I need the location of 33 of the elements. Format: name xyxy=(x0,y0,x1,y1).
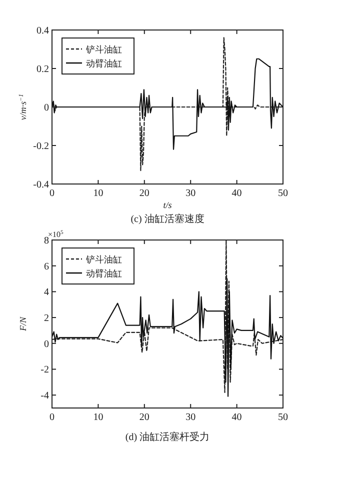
x-tick-label: 10 xyxy=(93,412,104,423)
x-tick-label: 40 xyxy=(232,412,242,423)
legend-label: 铲斗油缸 xyxy=(85,44,122,54)
y-tick-label: 4 xyxy=(44,287,49,298)
text: (c) 油缸活塞速度 xyxy=(130,213,204,225)
y-axis-title: F/N xyxy=(18,316,28,332)
y-tick-label: 0 xyxy=(44,102,49,114)
y-tick-label: -2 xyxy=(40,364,49,376)
y-tick-label: -4 xyxy=(40,390,49,402)
x-tick-label: 40 xyxy=(232,188,242,199)
x-tick-label: 30 xyxy=(186,412,196,423)
y-tick-label: 0.2 xyxy=(36,64,49,75)
y-tick-label: 2 xyxy=(44,313,49,324)
y-tick-label: 0 xyxy=(44,338,49,350)
y-tick-label: 8 xyxy=(44,236,49,246)
y-tick-label: 0.4 xyxy=(36,26,49,36)
text: (d) 油缸活塞杆受力 xyxy=(125,431,210,443)
legend-label: 铲斗油缸 xyxy=(85,254,122,264)
x-tick-label: 50 xyxy=(278,412,288,423)
x-tick-label: 20 xyxy=(139,188,150,199)
x-tick-label: 50 xyxy=(278,188,288,199)
legend-label: 动臂油缸 xyxy=(86,58,122,68)
x-axis-title: t/s xyxy=(163,200,172,210)
line-series xyxy=(52,278,283,397)
text: ×10$^{5}$ xyxy=(48,230,64,239)
x-tick-label: 10 xyxy=(93,188,104,199)
legend-label: 动臂油缸 xyxy=(86,268,122,278)
y-tick-label: -0.2 xyxy=(33,141,49,152)
line-series xyxy=(52,58,283,150)
x-tick-label: 30 xyxy=(186,188,196,199)
y-tick-label: 6 xyxy=(44,261,49,272)
y-tick-label: -0.4 xyxy=(33,180,49,190)
x-tick-label: 20 xyxy=(139,412,150,423)
